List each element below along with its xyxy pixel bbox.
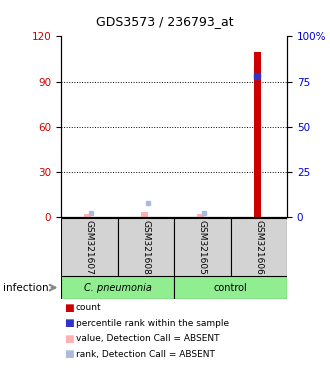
Bar: [231, 218, 287, 276]
Bar: [197, 214, 204, 217]
Text: GSM321607: GSM321607: [85, 220, 94, 275]
Text: GSM321608: GSM321608: [141, 220, 150, 275]
Bar: [61, 276, 174, 299]
Text: C. pneumonia: C. pneumonia: [83, 283, 151, 293]
Text: infection: infection: [3, 283, 49, 293]
Bar: [84, 214, 91, 217]
Text: GSM321605: GSM321605: [198, 220, 207, 275]
Bar: [61, 218, 117, 276]
Bar: [141, 212, 148, 217]
Text: ■: ■: [64, 318, 74, 328]
Bar: [117, 218, 174, 276]
Bar: [174, 218, 231, 276]
Text: control: control: [214, 283, 248, 293]
Text: GDS3573 / 236793_at: GDS3573 / 236793_at: [96, 15, 234, 28]
Bar: [254, 51, 261, 217]
Text: rank, Detection Call = ABSENT: rank, Detection Call = ABSENT: [76, 349, 215, 359]
Text: GSM321606: GSM321606: [254, 220, 263, 275]
Text: percentile rank within the sample: percentile rank within the sample: [76, 319, 229, 328]
Text: ■: ■: [64, 349, 74, 359]
Text: count: count: [76, 303, 102, 313]
Text: value, Detection Call = ABSENT: value, Detection Call = ABSENT: [76, 334, 219, 343]
Bar: [174, 276, 287, 299]
Text: ■: ■: [64, 334, 74, 344]
Text: ■: ■: [64, 303, 74, 313]
